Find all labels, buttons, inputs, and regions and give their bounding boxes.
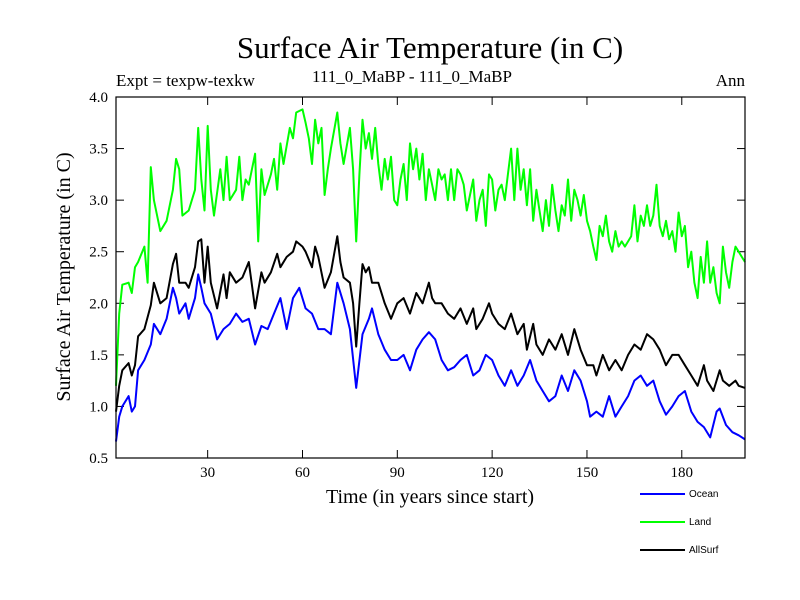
x-axis-ticks: 30 60 90 120 150 180 — [200, 97, 693, 481]
series-line-land — [115, 108, 746, 386]
series-line-allsurf — [115, 235, 746, 412]
x-tick-label: 150 — [576, 465, 599, 481]
y-axis-label: Surface Air Temperature (in C) — [53, 152, 75, 401]
x-tick-label: 90 — [390, 465, 405, 481]
x-tick-label: 60 — [295, 465, 310, 481]
plot-frame — [115, 96, 746, 459]
legend-label-allsurf: AllSurf — [689, 545, 719, 556]
chart-subtitle: 111_0_MaBP - 111_0_MaBP — [312, 67, 512, 86]
chart-title: Surface Air Temperature (in C) — [237, 30, 623, 65]
y-tick-label: 3.5 — [89, 142, 108, 158]
y-tick-label: 4.0 — [89, 90, 108, 106]
y-tick-label: 0.5 — [89, 451, 108, 467]
legend: Ocean Land AllSurf — [640, 489, 719, 556]
series-layer — [115, 108, 746, 442]
x-tick-label: 30 — [200, 465, 215, 481]
y-tick-label: 1.5 — [89, 348, 108, 364]
y-tick-label: 2.5 — [89, 245, 108, 261]
y-axis-ticks: 0.5 1.0 1.5 2.0 2.5 3.0 3.5 4.0 — [89, 90, 745, 467]
y-tick-label: 3.0 — [89, 193, 108, 209]
x-tick-label: 120 — [481, 465, 504, 481]
legend-label-land: Land — [689, 517, 711, 528]
y-tick-label: 1.0 — [89, 399, 108, 415]
x-tick-label: 180 — [671, 465, 694, 481]
expt-label: Expt = texpw-texkw — [116, 71, 256, 90]
season-label: Ann — [716, 71, 746, 90]
x-axis-label: Time (in years since start) — [326, 486, 534, 508]
legend-label-ocean: Ocean — [689, 489, 718, 500]
series-line-ocean — [115, 273, 746, 442]
y-tick-label: 2.0 — [89, 296, 108, 312]
